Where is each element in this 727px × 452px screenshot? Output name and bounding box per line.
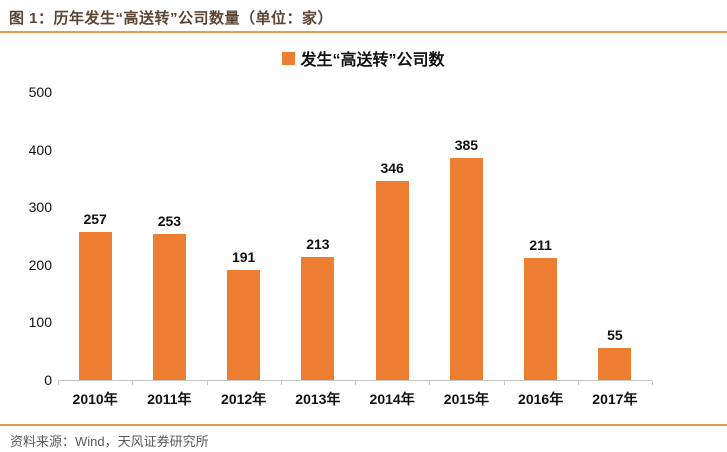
bar-value-label: 213 [306, 236, 330, 253]
y-axis-tick-label: 200 [28, 256, 52, 273]
x-axis-category-label: 2010年 [72, 391, 118, 407]
title-divider [0, 31, 727, 33]
x-axis-tickmark [429, 381, 431, 385]
legend-swatch-icon [282, 51, 296, 65]
bar [152, 234, 186, 380]
bar-value-label: 346 [380, 159, 404, 176]
legend-label: 发生“高送转”公司数 [300, 52, 445, 69]
bar-value-label: 211 [529, 237, 552, 254]
y-axis-tick-label: 500 [28, 84, 52, 100]
y-axis-tick-label: 0 [44, 372, 52, 388]
y-axis-tick-label: 300 [28, 199, 52, 216]
x-axis-category-label: 2017年 [592, 391, 638, 407]
bar [227, 269, 261, 380]
bar-value-label: 191 [231, 248, 256, 265]
source-note: 资料来源：Wind，天风证券研究所 [10, 434, 209, 449]
x-axis-tickmark [58, 381, 59, 385]
bar [449, 158, 483, 380]
x-axis-tickmark [503, 381, 505, 385]
bar [78, 231, 112, 380]
x-axis-tickmark [355, 381, 356, 385]
x-axis-category-label: 2011年 [147, 391, 192, 407]
bar [301, 257, 335, 380]
bar-value-label: 55 [607, 327, 623, 344]
bar [524, 258, 558, 380]
bar-value-label: 385 [454, 137, 479, 154]
x-axis-category-label: 2014年 [369, 391, 415, 407]
chart-legend: 发生“高送转”公司数 [0, 46, 727, 70]
bar [598, 348, 632, 380]
y-axis-tick-label: 100 [28, 314, 52, 331]
source-divider [0, 424, 727, 426]
x-axis-category-label: 2012年 [221, 391, 267, 407]
bar-value-label: 253 [157, 213, 182, 230]
x-axis-tickmark [577, 381, 579, 385]
x-axis-tickmark [652, 381, 653, 385]
figure-title: 图 1：历年发生“高送转”公司数量（单位：家） [9, 10, 334, 27]
x-axis-tickmark [280, 381, 282, 385]
bar [375, 180, 409, 380]
x-axis-category-label: 2016年 [518, 391, 564, 407]
x-axis-tickmark [132, 381, 134, 385]
x-axis-category-label: 2015年 [443, 391, 489, 407]
bar-value-label: 257 [83, 210, 107, 227]
y-axis-tick-label: 400 [28, 141, 52, 158]
x-axis-tickmark [206, 381, 208, 385]
x-axis-line [58, 380, 652, 381]
x-axis-category-label: 2013年 [295, 391, 341, 407]
